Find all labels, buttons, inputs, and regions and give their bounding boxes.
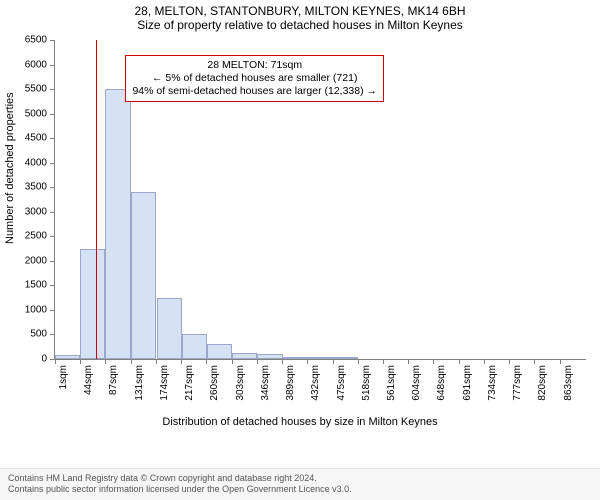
ytick-label: 4500 [25, 133, 47, 144]
ytick-label: 3500 [25, 182, 47, 193]
footer-line1: Contains HM Land Registry data © Crown c… [8, 473, 592, 485]
ytick-label: 0 [41, 354, 47, 365]
ytick-label: 4000 [25, 157, 47, 168]
callout-line: 28 MELTON: 71sqm [132, 59, 377, 72]
histogram-bar [182, 334, 207, 359]
xtick-label: 217sqm [184, 365, 195, 401]
xtick-mark [55, 359, 56, 364]
histogram-bar [283, 357, 308, 359]
y-axis-label: Number of detached properties [4, 92, 16, 244]
xtick-label: 346sqm [260, 365, 271, 401]
xtick-label: 863sqm [563, 365, 574, 401]
xtick-mark [560, 359, 561, 364]
xtick-mark [206, 359, 207, 364]
xtick-label: 518sqm [361, 365, 372, 401]
callout-line: 94% of semi-detached houses are larger (… [132, 85, 377, 98]
xtick-mark [232, 359, 233, 364]
ytick-label: 3000 [25, 206, 47, 217]
xtick-mark [459, 359, 460, 364]
ytick-label: 1500 [25, 280, 47, 291]
ytick-mark [50, 163, 55, 164]
xtick-label: 87sqm [108, 365, 119, 395]
histogram-bar [80, 249, 105, 359]
ytick-mark [50, 334, 55, 335]
ytick-mark [50, 310, 55, 311]
histogram-bar [207, 344, 232, 359]
ytick-mark [50, 285, 55, 286]
xtick-mark [105, 359, 106, 364]
footer-line2: Contains public sector information licen… [8, 484, 592, 496]
ytick-mark [50, 187, 55, 188]
histogram-bar [308, 357, 333, 359]
xtick-label: 389sqm [285, 365, 296, 401]
xtick-mark [408, 359, 409, 364]
property-size-marker [96, 40, 97, 359]
xtick-mark [131, 359, 132, 364]
ytick-mark [50, 261, 55, 262]
ytick-label: 2000 [25, 255, 47, 266]
callout-line: ← 5% of detached houses are smaller (721… [132, 72, 377, 85]
footer-attribution: Contains HM Land Registry data © Crown c… [0, 468, 600, 500]
ytick-label: 500 [30, 329, 47, 340]
xtick-label: 691sqm [462, 365, 473, 401]
ytick-mark [50, 114, 55, 115]
ytick-mark [50, 65, 55, 66]
title-address: 28, MELTON, STANTONBURY, MILTON KEYNES, … [0, 4, 600, 18]
x-axis-label: Distribution of detached houses by size … [0, 416, 600, 428]
xtick-mark [333, 359, 334, 364]
callout-box: 28 MELTON: 71sqm← 5% of detached houses … [125, 55, 384, 102]
xtick-label: 131sqm [134, 365, 145, 401]
chart-title-block: 28, MELTON, STANTONBURY, MILTON KEYNES, … [0, 0, 600, 32]
ytick-mark [50, 40, 55, 41]
xtick-label: 475sqm [336, 365, 347, 401]
xtick-label: 820sqm [537, 365, 548, 401]
histogram-bar [105, 89, 130, 359]
histogram-bar [257, 354, 282, 359]
xtick-label: 44sqm [83, 365, 94, 395]
ytick-label: 6000 [25, 59, 47, 70]
xtick-mark [181, 359, 182, 364]
ytick-label: 5000 [25, 108, 47, 119]
histogram-bar [232, 353, 257, 359]
xtick-mark [80, 359, 81, 364]
xtick-label: 303sqm [235, 365, 246, 401]
ytick-mark [50, 212, 55, 213]
histogram-bar [55, 355, 80, 359]
plot-area: 0500100015002000250030003500400045005000… [54, 40, 586, 360]
xtick-label: 432sqm [310, 365, 321, 401]
xtick-mark [307, 359, 308, 364]
xtick-label: 734sqm [487, 365, 498, 401]
xtick-mark [358, 359, 359, 364]
histogram-bar [333, 357, 358, 359]
ytick-label: 1000 [25, 304, 47, 315]
xtick-mark [282, 359, 283, 364]
xtick-mark [257, 359, 258, 364]
xtick-label: 174sqm [159, 365, 170, 401]
xtick-label: 561sqm [386, 365, 397, 401]
ytick-label: 6500 [25, 35, 47, 46]
title-subtitle: Size of property relative to detached ho… [0, 18, 600, 32]
ytick-mark [50, 236, 55, 237]
ytick-label: 5500 [25, 84, 47, 95]
xtick-mark [534, 359, 535, 364]
histogram-bar [157, 298, 182, 359]
xtick-label: 604sqm [411, 365, 422, 401]
xtick-label: 777sqm [512, 365, 523, 401]
ytick-label: 2500 [25, 231, 47, 242]
ytick-mark [50, 138, 55, 139]
xtick-mark [156, 359, 157, 364]
xtick-mark [509, 359, 510, 364]
chart-area: Number of detached properties 0500100015… [0, 34, 600, 430]
xtick-mark [484, 359, 485, 364]
xtick-label: 648sqm [436, 365, 447, 401]
ytick-mark [50, 89, 55, 90]
xtick-label: 260sqm [209, 365, 220, 401]
xtick-mark [433, 359, 434, 364]
histogram-bar [131, 192, 156, 359]
xtick-mark [383, 359, 384, 364]
xtick-label: 1sqm [58, 365, 69, 389]
